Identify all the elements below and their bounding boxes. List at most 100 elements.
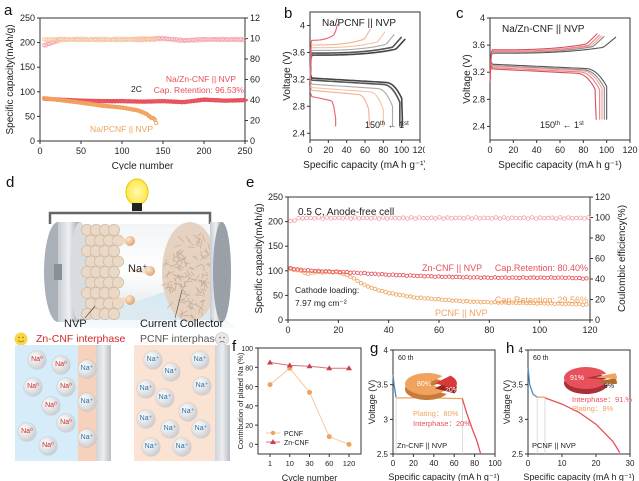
fiber	[202, 277, 208, 285]
x-tick-label: 120	[622, 145, 637, 155]
na-ion: Na⁺	[78, 360, 96, 378]
capacity-point-zn-cnf	[535, 275, 540, 281]
charge-curve-mid-3	[309, 28, 371, 87]
na-ion: Na⁺	[179, 403, 197, 421]
charge-curve-150th	[489, 33, 598, 83]
capacity-point-pcnf	[439, 297, 445, 302]
ce-point-zn-cnf	[368, 216, 374, 221]
ce-point-zn-cnf	[332, 215, 338, 221]
capacity-point-pcnf	[383, 290, 388, 295]
y-tick-label: 3	[384, 415, 389, 424]
y2-tick-label: 40	[250, 95, 260, 105]
pie-slice-0	[405, 373, 447, 395]
na-ion: Na⁺	[156, 389, 174, 407]
y-axis-label: Voltage (V)	[367, 380, 377, 425]
ce-point-zn-cnf	[497, 216, 503, 221]
fiber	[193, 234, 201, 241]
ce-point-zn-cnf	[566, 215, 571, 220]
ce-point-zn-cnf	[509, 215, 515, 220]
fiber	[184, 261, 190, 265]
annotation-loading-label: Cathode loading:	[295, 285, 359, 295]
capacity-point-pcnf	[380, 288, 385, 294]
fiber	[166, 270, 170, 279]
legend-label-PCNF: PCNF	[284, 431, 303, 438]
annotation-zn-cnf-label: Na/Zn-CNF || NVP	[166, 74, 236, 84]
x-tick-label: 80	[470, 459, 479, 468]
capacity-point-pcnf	[482, 299, 487, 305]
capacity-point-zn-cnf	[485, 275, 490, 280]
capacity-point-zn-cnf	[432, 274, 438, 279]
right-cap	[210, 222, 231, 322]
fiber	[181, 293, 190, 296]
capacity-point-zn-cnf	[524, 275, 529, 281]
fiber	[183, 280, 193, 284]
fiber	[167, 301, 174, 309]
capacity-point-zn-cnf	[380, 272, 385, 277]
fiber	[200, 288, 207, 292]
x-tick-label: 100	[394, 145, 409, 155]
discharge-curve-mid-1	[309, 80, 394, 127]
pie-label-0: 80%	[417, 381, 431, 388]
x-tick-label: 60	[360, 145, 370, 155]
y-tick-label: 3.6	[292, 47, 305, 57]
x-axis-label: Cycle number	[282, 473, 338, 481]
fiber	[198, 307, 201, 315]
ce-point-zn-cnf	[586, 215, 591, 220]
fiber	[194, 255, 199, 261]
ce-point-zn-cnf	[477, 216, 482, 221]
capacity-point-zn-cnf	[475, 275, 480, 280]
ce-point-zn-cnf	[461, 216, 466, 221]
y-tick-label: 50	[273, 290, 283, 300]
y-tick-label: 0	[278, 315, 283, 325]
pie-slice-0	[564, 367, 608, 389]
ce-point-zn-cnf	[558, 215, 563, 220]
nvp-particle	[108, 287, 120, 299]
capacity-point-zn-cnf	[517, 275, 522, 280]
fiber	[168, 280, 173, 283]
plot-frame	[392, 349, 496, 455]
ce-point-zn-cnf	[481, 215, 486, 221]
fiber	[177, 274, 181, 281]
capacity-point-zn-cnf	[415, 273, 420, 279]
capacity-point-pcnf	[154, 121, 159, 126]
capacity-point-zn-cnf	[520, 275, 526, 280]
y2-tick-label: 80	[595, 233, 605, 243]
discharge-curve-2nd	[490, 61, 605, 120]
cycle-label: 60 th	[533, 355, 549, 362]
fiber	[168, 284, 170, 290]
ce-point-zn-cnf	[578, 215, 583, 220]
cell-label: Zn-CNF || NVP	[397, 441, 447, 450]
y-tick-label: 3.5	[512, 381, 524, 390]
capacity-point-pcnf	[365, 284, 371, 289]
ce-point-zn-cnf	[308, 215, 313, 220]
fiber	[200, 250, 204, 259]
fiber	[163, 259, 168, 268]
capacity-point-zn-cnf	[584, 276, 589, 281]
x-tick-label: 60	[450, 459, 459, 468]
capacity-point-zn-cnf	[390, 272, 395, 277]
curves	[309, 23, 406, 127]
capacity-point-zn-cnf	[528, 275, 533, 280]
y2-tick-label: 100	[250, 34, 260, 44]
ce-point-zn-cnf	[493, 215, 499, 220]
ce-point-zn-cnf	[521, 215, 527, 220]
capacity-point-zn-cnf	[545, 275, 550, 280]
fiber	[185, 275, 193, 282]
fiber	[179, 310, 188, 316]
y-tick-label: 20	[245, 423, 253, 430]
fiber	[206, 271, 208, 277]
ce-point-zn-cnf	[453, 215, 458, 221]
fiber	[195, 263, 203, 268]
y-tick-label: 3.2	[472, 67, 485, 77]
capacity-point-pcnf	[450, 298, 455, 303]
x-tick-label: 120	[412, 145, 425, 155]
fiber	[176, 256, 186, 260]
legend-label-Zn-CNF: Zn-CNF	[284, 440, 309, 447]
y-axis-label: Voltage (V)	[282, 51, 293, 100]
y2-tick-label: 0	[595, 315, 600, 325]
capacity-point-pcnf	[401, 293, 406, 298]
panel-label-c: c	[456, 5, 464, 22]
capacity-point-zn-cnf	[482, 275, 487, 280]
fiber	[172, 259, 179, 263]
fiber	[168, 288, 173, 292]
